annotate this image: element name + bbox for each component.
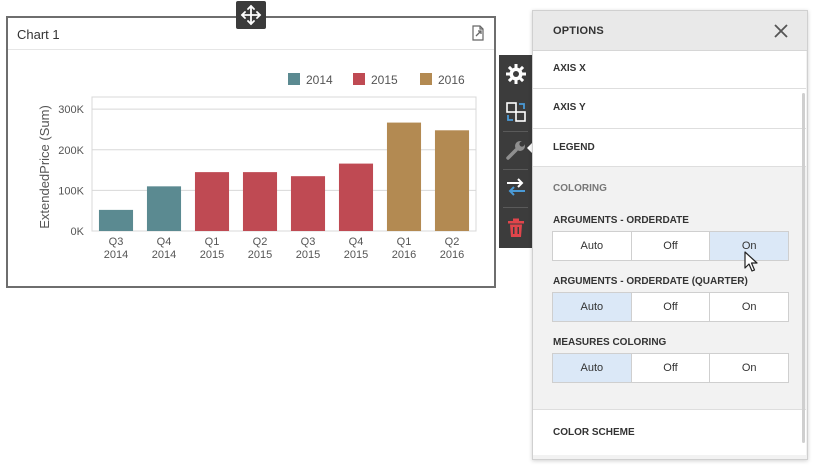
bar — [386, 122, 422, 231]
trash-icon — [507, 218, 524, 237]
x-tick-label: Q1 — [397, 236, 412, 248]
move-icon — [240, 4, 262, 26]
bar — [242, 172, 278, 231]
legend-swatch — [353, 73, 365, 85]
quarter-auto-button[interactable]: Auto — [553, 293, 632, 321]
chart-title: Chart 1 — [17, 27, 60, 42]
legend-label: 2016 — [438, 73, 465, 87]
section-color-scheme[interactable]: COLOR SCHEME — [533, 409, 806, 455]
x-tick-year-label: 2016 — [392, 249, 416, 261]
convert-button[interactable] — [499, 95, 532, 129]
options-panel: OPTIONS AXIS X AXIS Y LEGEND COLORING AR… — [532, 10, 808, 460]
export-icon[interactable] — [470, 25, 486, 41]
gear-button[interactable] — [499, 57, 532, 91]
y-tick-label: 200K — [58, 145, 84, 157]
section-axis-y-label: AXIS Y — [553, 102, 586, 113]
quarter-coloring-toggle: Auto Off On — [552, 292, 789, 322]
quarter-on-button[interactable]: On — [741, 301, 757, 313]
y-tick-label: 0K — [71, 226, 85, 238]
x-tick-label: Q4 — [349, 236, 364, 248]
bar — [338, 163, 374, 231]
y-tick-label: 100K — [58, 185, 84, 197]
group-label-orderdate: ARGUMENTS - ORDERDATE — [553, 215, 689, 226]
x-tick-year-label: 2014 — [152, 249, 176, 261]
chart-item[interactable]: Chart 1 0K 100K 200K 300K ExtendedPrice (Sum… — [6, 16, 496, 288]
panel-scrollbar[interactable] — [802, 93, 805, 443]
section-legend-label: LEGEND — [553, 142, 595, 153]
group-label-measures: MEASURES COLORING — [553, 337, 667, 348]
panel-title: OPTIONS — [553, 25, 604, 37]
move-handle[interactable] — [236, 1, 266, 29]
orderdate-off-button[interactable]: Off — [632, 232, 711, 260]
wrench-button[interactable] — [499, 133, 532, 167]
x-tick-year-label: 2015 — [296, 249, 320, 261]
group-label-orderdate-quarter: ARGUMENTS - ORDERDATE (QUARTER) — [553, 276, 748, 287]
x-tick-label: Q2 — [253, 236, 268, 248]
section-legend[interactable]: LEGEND — [533, 129, 806, 167]
mouse-cursor-icon — [744, 251, 758, 272]
x-tick-year-label: 2015 — [200, 249, 224, 261]
measures-auto-button[interactable]: Auto — [553, 354, 632, 382]
measures-on-button[interactable]: On — [741, 362, 757, 374]
wrench-icon — [505, 141, 525, 160]
legend-swatch — [288, 73, 300, 85]
orderdate-auto-button[interactable]: Auto — [553, 232, 632, 260]
measures-off-button[interactable]: Off — [632, 354, 711, 382]
delete-button[interactable] — [499, 211, 532, 245]
chart-header: Chart 1 — [8, 18, 494, 50]
x-tick-year-label: 2015 — [344, 249, 368, 261]
y-tick-label: 300K — [58, 104, 84, 116]
bar — [290, 176, 326, 231]
legend-label: 2014 — [306, 73, 333, 87]
x-tick-label: Q3 — [109, 236, 124, 248]
close-icon[interactable] — [773, 23, 789, 39]
panel-header: OPTIONS — [533, 11, 807, 51]
x-tick-label: Q1 — [205, 236, 220, 248]
legend-swatch — [420, 73, 432, 85]
section-coloring-label: COLORING — [553, 183, 607, 194]
measures-coloring-toggle: Auto Off On — [552, 353, 789, 383]
bar — [146, 186, 182, 231]
x-tick-year-label: 2016 — [440, 249, 464, 261]
convert-icon — [505, 102, 526, 122]
bar — [194, 172, 230, 231]
toolbar-pointer — [527, 141, 534, 155]
y-axis-label: ExtendedPrice (Sum) — [37, 105, 52, 229]
x-tick-year-label: 2014 — [104, 249, 128, 261]
section-axis-x[interactable]: AXIS X — [533, 51, 806, 89]
gear-icon — [505, 64, 526, 84]
item-toolbar — [499, 55, 532, 248]
x-tick-label: Q4 — [157, 236, 172, 248]
section-color-scheme-label: COLOR SCHEME — [553, 427, 635, 438]
section-axis-y[interactable]: AXIS Y — [533, 89, 806, 129]
x-tick-label: Q3 — [301, 236, 316, 248]
bar — [434, 130, 470, 231]
legend-label: 2015 — [371, 73, 398, 87]
quarter-off-button[interactable]: Off — [632, 293, 711, 321]
x-tick-label: Q2 — [445, 236, 460, 248]
section-axis-x-label: AXIS X — [553, 63, 586, 74]
swap-button[interactable] — [499, 170, 532, 204]
x-tick-year-label: 2015 — [248, 249, 272, 261]
bar — [98, 209, 134, 231]
swap-icon — [506, 178, 525, 196]
